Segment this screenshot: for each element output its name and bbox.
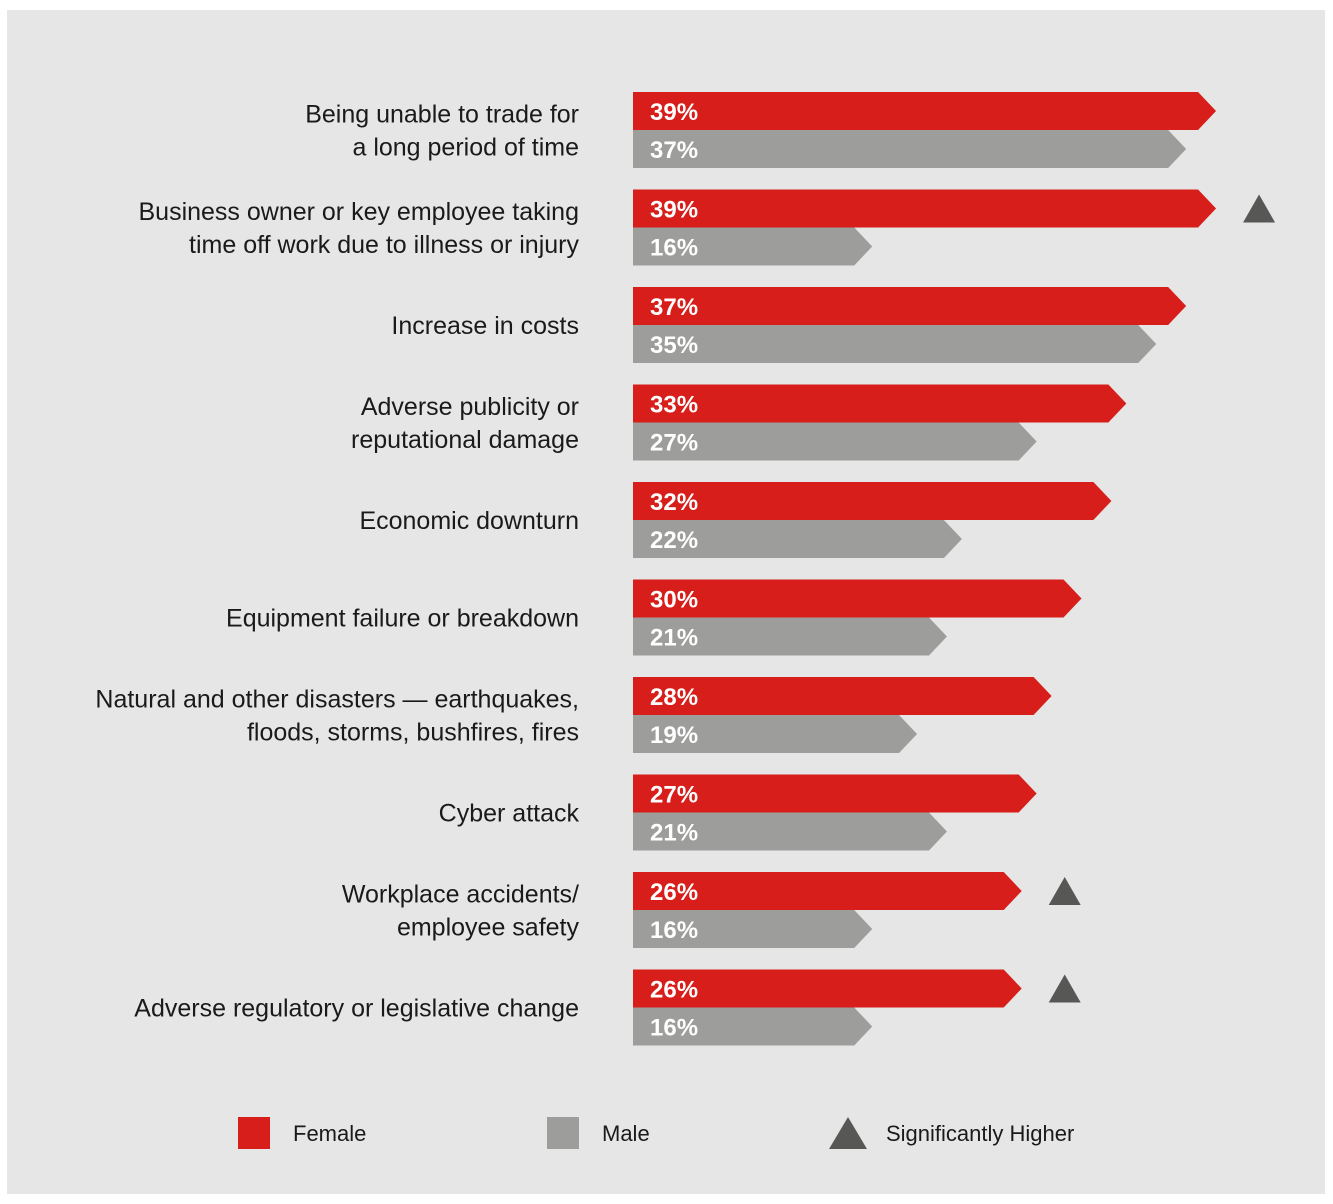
male-value-label: 21% [650, 820, 698, 847]
significance-marker-icon [1048, 877, 1081, 905]
legend-female-swatch [238, 1117, 270, 1149]
legend-male-label: Male [602, 1121, 650, 1146]
category-label: time off work due to illness or injury [189, 231, 579, 259]
male-value-label: 22% [650, 527, 698, 554]
female-value-label: 39% [650, 99, 698, 126]
male-bar [633, 812, 947, 851]
legend-significantly-higher-label: Significantly Higher [886, 1121, 1074, 1146]
category-label: Adverse regulatory or legislative change [134, 995, 579, 1023]
male-bar [633, 325, 1157, 363]
female-bar [633, 579, 1082, 618]
female-value-label: 26% [650, 977, 698, 1004]
male-value-label: 19% [650, 722, 698, 749]
significance-marker-icon [1243, 194, 1276, 223]
female-bar [633, 482, 1112, 520]
female-bar [633, 92, 1217, 130]
category-label: Economic downturn [359, 507, 579, 535]
category-label: a long period of time [352, 134, 579, 162]
category-label: Adverse publicity or [361, 393, 579, 421]
category-label: Natural and other disasters — earthquake… [95, 686, 579, 714]
legend-male-swatch [547, 1117, 579, 1149]
male-bar [633, 227, 873, 266]
female-bar [633, 189, 1217, 228]
female-value-label: 33% [650, 392, 698, 419]
category-label: floods, storms, bushfires, fires [247, 719, 579, 747]
female-value-label: 32% [650, 489, 698, 516]
category-label: Cyber attack [439, 800, 580, 828]
male-value-label: 37% [650, 137, 698, 164]
category-label: employee safety [397, 914, 580, 942]
male-value-label: 35% [650, 332, 698, 359]
male-value-label: 16% [650, 1015, 698, 1042]
category-label: Being unable to trade for [305, 101, 579, 129]
male-bar [633, 1007, 873, 1046]
legend-female-label: Female [293, 1121, 366, 1146]
male-bar [633, 520, 962, 558]
category-label: Increase in costs [391, 312, 579, 340]
male-bar [633, 422, 1037, 461]
male-bar [633, 617, 947, 656]
male-value-label: 16% [650, 235, 698, 262]
male-value-label: 27% [650, 430, 698, 457]
category-label: Workplace accidents/ [342, 881, 579, 909]
category-label: reputational damage [351, 426, 579, 454]
male-bar [633, 910, 873, 948]
female-bar [633, 774, 1037, 813]
female-value-label: 30% [650, 587, 698, 614]
male-bar [633, 130, 1187, 168]
female-value-label: 37% [650, 294, 698, 321]
category-label: Business owner or key employee taking [138, 198, 579, 226]
female-value-label: 28% [650, 684, 698, 711]
female-value-label: 39% [650, 197, 698, 224]
female-bar [633, 384, 1127, 423]
legend-significantly-higher-icon [829, 1117, 867, 1149]
female-bar [633, 287, 1187, 325]
female-value-label: 26% [650, 879, 698, 906]
female-bar [633, 872, 1022, 910]
category-label: Equipment failure or breakdown [226, 605, 579, 633]
male-value-label: 21% [650, 625, 698, 652]
male-bar [633, 715, 918, 753]
significance-marker-icon [1048, 974, 1081, 1003]
female-bar [633, 969, 1022, 1008]
male-value-label: 16% [650, 917, 698, 944]
female-bar [633, 677, 1052, 715]
female-value-label: 27% [650, 782, 698, 809]
